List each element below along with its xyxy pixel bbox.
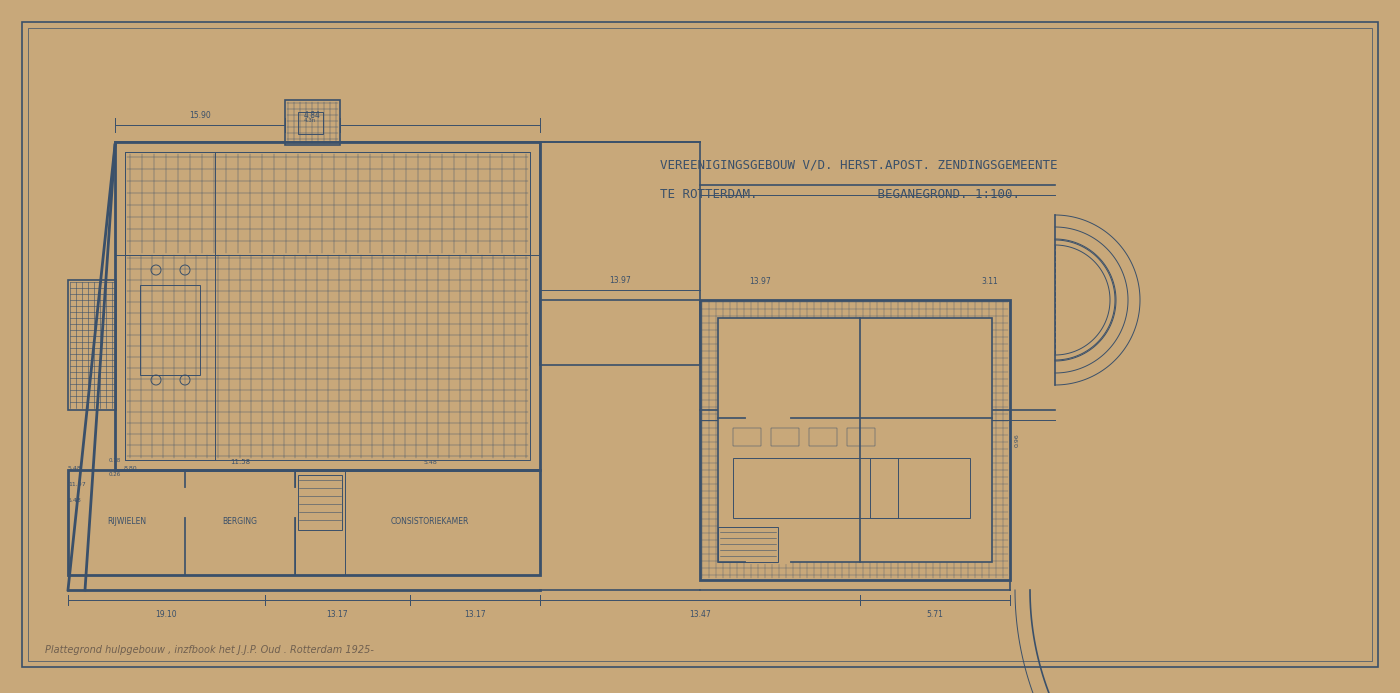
Bar (700, 300, 1009, 580)
Text: 13.97: 13.97 (749, 277, 771, 286)
Text: 13.17: 13.17 (326, 610, 349, 619)
Bar (718, 318, 993, 562)
Text: 4.3n: 4.3n (304, 119, 316, 123)
Text: 13.97: 13.97 (609, 276, 631, 285)
Text: 19.10: 19.10 (155, 610, 178, 619)
Text: 3.11: 3.11 (981, 277, 998, 286)
Text: 13.47: 13.47 (689, 610, 711, 619)
Bar (718, 527, 778, 562)
Text: 15.90: 15.90 (189, 111, 211, 120)
Bar (125, 152, 216, 460)
Text: RIJWIELEN: RIJWIELEN (108, 518, 147, 527)
Text: 0.18: 0.18 (109, 457, 122, 462)
Bar (847, 428, 875, 446)
Text: CONSISTORIEKAMER: CONSISTORIEKAMER (391, 518, 469, 527)
Text: 13.17: 13.17 (465, 610, 486, 619)
Bar (540, 300, 700, 365)
Bar (809, 428, 837, 446)
Text: 11.58: 11.58 (230, 459, 251, 465)
Bar (125, 152, 531, 460)
Text: 0.26: 0.26 (109, 473, 122, 477)
Text: 5.48: 5.48 (423, 459, 437, 464)
Bar (718, 318, 993, 562)
Bar (125, 152, 531, 255)
Text: 11.97: 11.97 (69, 482, 85, 487)
Bar (869, 458, 970, 518)
Bar (734, 458, 897, 518)
Bar (298, 112, 323, 134)
Bar (295, 470, 344, 575)
Text: VEREENIGINGSGEBOUW V/D. HERST.APOST. ZENDINGSGEMEENTE: VEREENIGINGSGEBOUW V/D. HERST.APOST. ZEN… (659, 159, 1057, 171)
Bar (286, 100, 340, 145)
Text: Plattegrond hulpgebouw , inzfbook het J.J.P. Oud . Rotterdam 1925-: Plattegrond hulpgebouw , inzfbook het J.… (45, 645, 374, 655)
Bar (298, 475, 342, 530)
Bar (771, 428, 799, 446)
Text: BERGING: BERGING (223, 518, 258, 527)
Text: 0.96: 0.96 (1015, 433, 1021, 447)
Text: 4.84: 4.84 (304, 111, 321, 120)
Text: 8.80: 8.80 (123, 466, 137, 471)
Bar (115, 142, 540, 470)
Text: 5.48: 5.48 (69, 498, 81, 502)
Text: TE ROTTERDAM.                BEGANEGROND. 1:100.: TE ROTTERDAM. BEGANEGROND. 1:100. (659, 188, 1021, 202)
Text: 5.48: 5.48 (69, 466, 81, 471)
Text: 5.71: 5.71 (927, 610, 944, 619)
Bar (69, 280, 116, 410)
Bar (734, 428, 762, 446)
Bar (69, 470, 540, 575)
Bar (140, 285, 200, 375)
